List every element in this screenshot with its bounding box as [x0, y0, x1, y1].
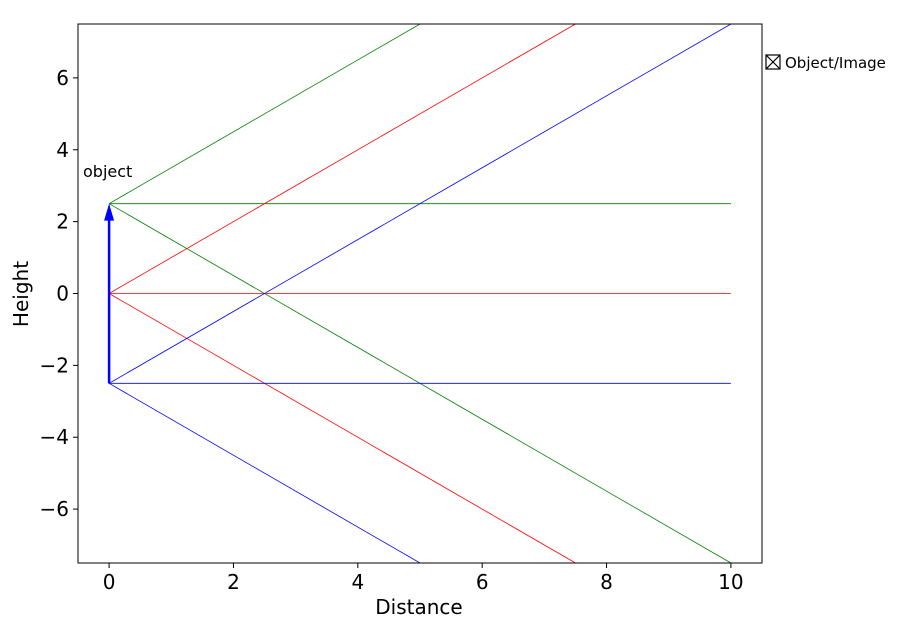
legend: Object/Image	[765, 54, 886, 72]
ray-line-1	[108, 24, 421, 205]
x-tick-label: 4	[351, 570, 364, 594]
ray-line-7	[108, 24, 732, 384]
x-tick-label: 2	[227, 570, 240, 594]
y-tick-label: 2	[56, 210, 69, 234]
y-tick-label: −2	[40, 353, 69, 377]
object-annotation: object	[83, 162, 132, 181]
y-axis-label: Height	[9, 261, 33, 327]
y-ticks: −6 −4 −2 0 2 4 6	[40, 66, 78, 521]
object-layer	[104, 203, 115, 384]
ray-line-5	[108, 293, 576, 563]
rays-layer	[108, 24, 732, 563]
legend-entry-object-image: Object/Image	[785, 54, 886, 72]
y-tick-label: −6	[40, 497, 69, 521]
ray-line-4	[108, 24, 576, 294]
x-tick-label: 10	[718, 570, 743, 594]
y-tick-label: 0	[56, 282, 69, 306]
x-tick-label: 6	[476, 570, 489, 594]
ray-line-8	[108, 382, 421, 563]
x-tick-label: 0	[103, 570, 116, 594]
x-axis-label: Distance	[375, 595, 462, 619]
object-arrow-head	[104, 203, 115, 221]
x-tick-label: 8	[600, 570, 613, 594]
x-ticks: 0 2 4 6 8 10	[103, 563, 744, 594]
legend-checkbox-icon[interactable]	[765, 54, 781, 70]
y-tick-label: −4	[40, 425, 69, 449]
y-tick-label: 6	[56, 66, 69, 90]
y-tick-label: 4	[56, 138, 69, 162]
